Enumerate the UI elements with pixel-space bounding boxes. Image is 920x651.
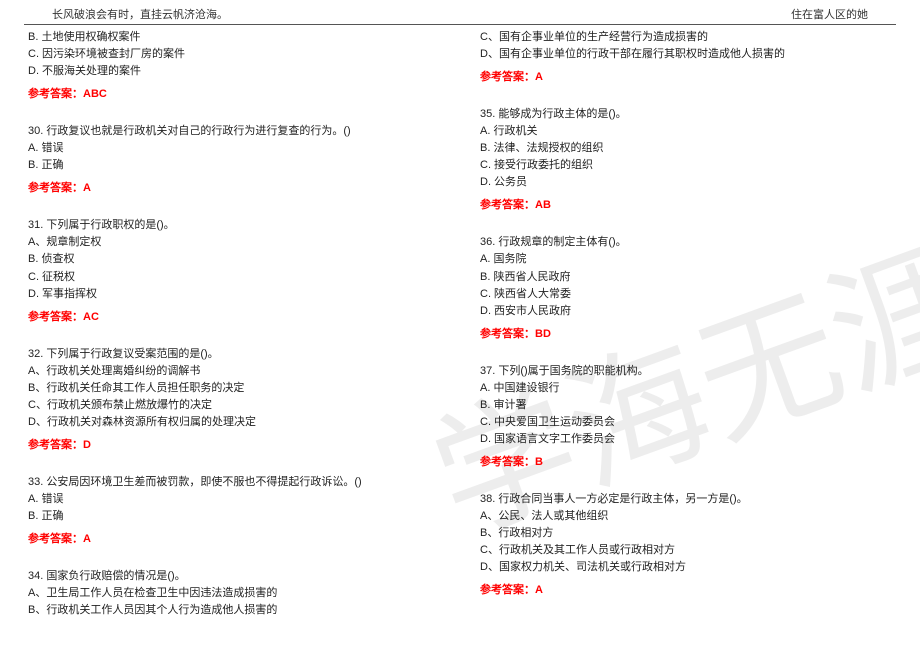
question-line: A、规章制定权 bbox=[28, 234, 420, 251]
question-block: C、国有企事业单位的生产经营行为造成损害的D、国有企事业单位的行政干部在履行其职… bbox=[480, 29, 892, 86]
question-line: 32. 下列属于行政复议受案范围的是()。 bbox=[28, 346, 420, 363]
question-block: 32. 下列属于行政复议受案范围的是()。A、行政机关处理离婚纠纷的调解书B、行… bbox=[28, 346, 420, 454]
question-block: 37. 下列()属于国务院的职能机构。A. 中国建设银行B. 审计署C. 中央爱… bbox=[480, 363, 892, 471]
question-line: C. 因污染环境被查封厂房的案件 bbox=[28, 46, 420, 63]
answer-label: 参考答案：AC bbox=[28, 309, 420, 326]
question-block: 38. 行政合同当事人一方必定是行政主体，另一方是()。A、公民、法人或其他组织… bbox=[480, 491, 892, 599]
answer-label: 参考答案：A bbox=[480, 582, 892, 599]
question-line: C. 中央爱国卫生运动委员会 bbox=[480, 414, 892, 431]
page-content: B. 土地使用权确权案件C. 因污染环境被查封厂房的案件D. 不服海关处理的案件… bbox=[0, 25, 920, 639]
question-line: B. 陕西省人民政府 bbox=[480, 269, 892, 286]
question-line: D、国家权力机关、司法机关或行政相对方 bbox=[480, 559, 892, 576]
answer-label: 参考答案：A bbox=[28, 531, 420, 548]
question-line: C、行政机关及其工作人员或行政相对方 bbox=[480, 542, 892, 559]
header-right-text: 住在富人区的她 bbox=[791, 6, 868, 22]
question-line: B. 侦查权 bbox=[28, 251, 420, 268]
answer-label: 参考答案：A bbox=[28, 180, 420, 197]
question-line: 30. 行政复议也就是行政机关对自己的行政行为进行复查的行为。() bbox=[28, 123, 420, 140]
question-block: 31. 下列属于行政职权的是()。A、规章制定权B. 侦查权C. 征税权D. 军… bbox=[28, 217, 420, 325]
question-line: D、国有企事业单位的行政干部在履行其职权时造成他人损害的 bbox=[480, 46, 892, 63]
question-line: C、国有企事业单位的生产经营行为造成损害的 bbox=[480, 29, 892, 46]
question-line: 31. 下列属于行政职权的是()。 bbox=[28, 217, 420, 234]
question-line: A. 错误 bbox=[28, 491, 420, 508]
question-line: D. 不服海关处理的案件 bbox=[28, 63, 420, 80]
question-line: A、公民、法人或其他组织 bbox=[480, 508, 892, 525]
question-line: B. 法律、法规授权的组织 bbox=[480, 140, 892, 157]
answer-label: 参考答案：D bbox=[28, 437, 420, 454]
question-line: A. 错误 bbox=[28, 140, 420, 157]
question-line: B、行政机关任命其工作人员担任职务的决定 bbox=[28, 380, 420, 397]
question-line: D. 国家语言文字工作委员会 bbox=[480, 431, 892, 448]
question-line: B、行政机关工作人员因其个人行为造成他人损害的 bbox=[28, 602, 420, 619]
question-line: C. 征税权 bbox=[28, 269, 420, 286]
question-line: D、行政机关对森林资源所有权归属的处理决定 bbox=[28, 414, 420, 431]
question-block: B. 土地使用权确权案件C. 因污染环境被查封厂房的案件D. 不服海关处理的案件… bbox=[28, 29, 420, 103]
question-line: A、卫生局工作人员在检查卫生中因违法造成损害的 bbox=[28, 585, 420, 602]
question-line: 37. 下列()属于国务院的职能机构。 bbox=[480, 363, 892, 380]
page-header: 长风破浪会有时，直挂云帆济沧海。 住在富人区的她 bbox=[24, 0, 896, 25]
question-line: D. 军事指挥权 bbox=[28, 286, 420, 303]
question-line: D. 西安市人民政府 bbox=[480, 303, 892, 320]
question-line: B. 土地使用权确权案件 bbox=[28, 29, 420, 46]
question-block: 34. 国家负行政赔偿的情况是()。A、卫生局工作人员在检查卫生中因违法造成损害… bbox=[28, 568, 420, 619]
question-line: A、行政机关处理离婚纠纷的调解书 bbox=[28, 363, 420, 380]
question-block: 36. 行政规章的制定主体有()。A. 国务院B. 陕西省人民政府C. 陕西省人… bbox=[480, 234, 892, 342]
header-left-quote: 长风破浪会有时，直挂云帆济沧海。 bbox=[52, 6, 228, 22]
question-line: B. 正确 bbox=[28, 508, 420, 525]
question-line: C. 陕西省人大常委 bbox=[480, 286, 892, 303]
question-line: B、行政相对方 bbox=[480, 525, 892, 542]
question-line: A. 中国建设银行 bbox=[480, 380, 892, 397]
question-line: 33. 公安局因环境卫生差而被罚款，即使不服也不得提起行政诉讼。() bbox=[28, 474, 420, 491]
question-line: C、行政机关颁布禁止燃放爆竹的决定 bbox=[28, 397, 420, 414]
question-line: B. 正确 bbox=[28, 157, 420, 174]
question-block: 33. 公安局因环境卫生差而被罚款，即使不服也不得提起行政诉讼。()A. 错误B… bbox=[28, 474, 420, 548]
question-line: 35. 能够成为行政主体的是()。 bbox=[480, 106, 892, 123]
question-line: D. 公务员 bbox=[480, 174, 892, 191]
left-column: B. 土地使用权确权案件C. 因污染环境被查封厂房的案件D. 不服海关处理的案件… bbox=[28, 29, 460, 639]
question-line: 36. 行政规章的制定主体有()。 bbox=[480, 234, 892, 251]
question-line: 34. 国家负行政赔偿的情况是()。 bbox=[28, 568, 420, 585]
answer-label: 参考答案：BD bbox=[480, 326, 892, 343]
question-block: 30. 行政复议也就是行政机关对自己的行政行为进行复查的行为。()A. 错误B.… bbox=[28, 123, 420, 197]
answer-label: 参考答案：A bbox=[480, 69, 892, 86]
question-block: 35. 能够成为行政主体的是()。A. 行政机关B. 法律、法规授权的组织C. … bbox=[480, 106, 892, 214]
answer-label: 参考答案：B bbox=[480, 454, 892, 471]
answer-label: 参考答案：AB bbox=[480, 197, 892, 214]
right-column: C、国有企事业单位的生产经营行为造成损害的D、国有企事业单位的行政干部在履行其职… bbox=[460, 29, 892, 639]
question-line: B. 审计署 bbox=[480, 397, 892, 414]
answer-label: 参考答案：ABC bbox=[28, 86, 420, 103]
question-line: C. 接受行政委托的组织 bbox=[480, 157, 892, 174]
question-line: 38. 行政合同当事人一方必定是行政主体，另一方是()。 bbox=[480, 491, 892, 508]
question-line: A. 国务院 bbox=[480, 251, 892, 268]
question-line: A. 行政机关 bbox=[480, 123, 892, 140]
